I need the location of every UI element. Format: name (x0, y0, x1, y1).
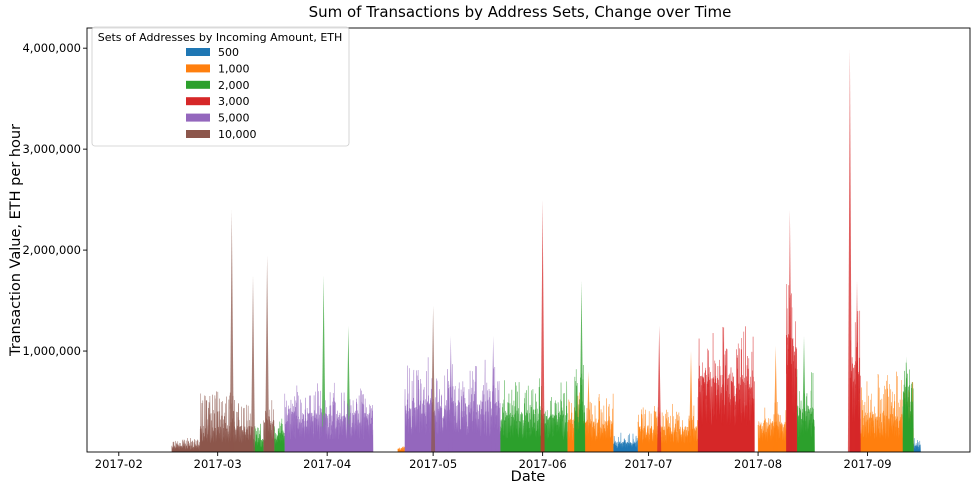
spike-mark (321, 275, 326, 452)
spike-mark (579, 280, 584, 452)
spike-mark (229, 209, 234, 452)
spike-mark (448, 335, 453, 452)
spike-mark (265, 255, 270, 452)
legend-entries: 500 1,000 2,000 3,000 5,000 10,000 (186, 46, 257, 141)
spike-mark (586, 371, 591, 452)
spike-mark (802, 335, 806, 452)
series-layer (171, 48, 921, 453)
x-tick-label: 2017-05 (409, 457, 457, 471)
legend-label: 3,000 (218, 95, 250, 108)
y-tick-label: 4,000,000 (22, 41, 81, 55)
legend-box (91, 26, 350, 147)
spike-mark (689, 351, 693, 452)
spike-mark (491, 335, 496, 452)
x-tick-label: 2017-03 (194, 457, 242, 471)
spike-mark (657, 325, 662, 452)
legend-label: 2,000 (218, 79, 250, 92)
area-segment (284, 382, 374, 453)
legend-swatch (186, 64, 210, 73)
area-segment (500, 378, 568, 453)
legend-label: 1,000 (218, 62, 250, 75)
x-tick-label: 2017-06 (519, 457, 567, 471)
area-segment (199, 391, 254, 453)
area-segment (274, 418, 285, 453)
spike-mark (773, 346, 778, 452)
area-segment (697, 326, 755, 453)
area-segment (171, 438, 201, 453)
series-5000 (284, 335, 501, 453)
series-10000 (171, 209, 436, 453)
series-3000 (540, 48, 861, 453)
y-axis: 1,000,000 2,000,000 3,000,000 4,000,000 (22, 41, 87, 358)
spike-mark (431, 305, 436, 452)
legend-title: Sets of Addresses by Incoming Amount, ET… (98, 31, 343, 44)
legend-label: 500 (218, 46, 239, 59)
y-tick-label: 1,000,000 (22, 344, 81, 358)
y-tick-label: 2,000,000 (22, 243, 81, 257)
area-segment (404, 357, 501, 453)
plot-frame (86, 27, 971, 453)
x-axis-label: Date (511, 469, 546, 485)
legend-swatch (186, 130, 210, 138)
spike-mark (540, 199, 545, 452)
series-2000 (252, 275, 914, 453)
legend: Sets of Addresses by Incoming Amount, ET… (91, 26, 350, 147)
area-segment (567, 392, 614, 453)
x-tick-label: 2017-09 (844, 457, 892, 471)
legend-swatch (186, 80, 210, 89)
x-tick-label: 2017-02 (95, 457, 143, 471)
x-tick-label: 2017-04 (303, 457, 351, 471)
area-segment (902, 362, 914, 453)
legend-swatch (186, 48, 210, 56)
area-segment (397, 446, 406, 453)
x-tick-label: 2017-08 (734, 457, 782, 471)
legend-swatch (186, 113, 210, 122)
legend-label: 5,000 (218, 112, 250, 125)
spike-mark (855, 280, 859, 452)
spike-mark (787, 209, 792, 452)
x-axis: 2017-02 2017-03 2017-04 2017-05 2017-06 2017-… (95, 452, 892, 471)
spike-mark (847, 48, 852, 452)
area-segment (613, 432, 639, 453)
spike-mark (251, 275, 255, 452)
chart-title: Sum of Transactions by Address Sets, Cha… (309, 3, 732, 21)
area-segment (796, 369, 815, 453)
area-segment (637, 403, 699, 453)
legend-swatch (186, 97, 210, 106)
legend-label: 10,000 (218, 128, 257, 141)
x-tick-label: 2017-07 (625, 457, 673, 471)
y-tick-label: 3,000,000 (22, 142, 81, 156)
spike-mark (904, 356, 909, 452)
y-axis-label: Transaction Value, ETH per hour (8, 124, 24, 357)
